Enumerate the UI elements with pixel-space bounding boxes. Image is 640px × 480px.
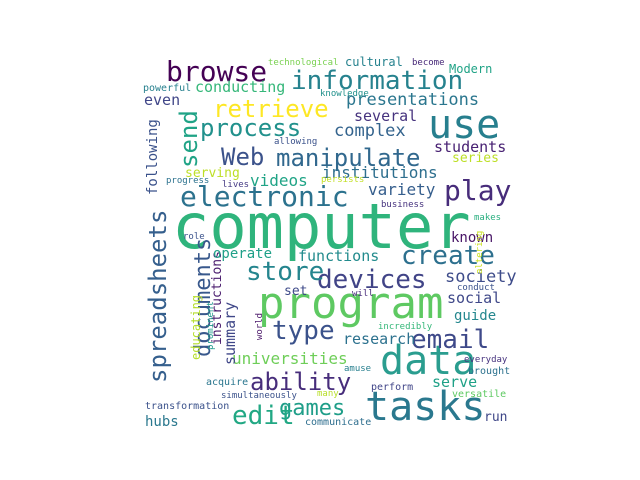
word-run: run <box>484 410 507 425</box>
word-become: become <box>412 58 445 68</box>
word-world: world <box>255 313 265 340</box>
word-retrieve: retrieve <box>213 95 329 123</box>
word-several: several <box>354 107 417 125</box>
word-conduct: conduct <box>457 283 495 293</box>
word-computer: computer <box>172 190 471 263</box>
word-known: known <box>451 230 493 246</box>
word-spreadsheets: spreadsheets <box>144 210 172 383</box>
word-even: even <box>144 91 180 109</box>
word-videos: videos <box>250 171 308 190</box>
word-data: data <box>380 338 476 384</box>
word-tasks: tasks <box>365 384 485 430</box>
word-use: use <box>428 102 500 148</box>
word-communicate: communicate <box>305 417 371 428</box>
word-create: create <box>401 241 495 271</box>
word-manipulate: manipulate <box>276 144 421 172</box>
word-prominent: prominent <box>206 301 216 350</box>
word-incredibly: incredibly <box>378 322 433 332</box>
word-send: send <box>175 110 203 168</box>
word-information: information <box>291 66 463 96</box>
word-store: store <box>246 257 324 287</box>
word-documents: documents <box>191 238 216 357</box>
word-research: research <box>343 330 415 348</box>
word-devices: devices <box>317 265 427 295</box>
word-operate: operate <box>213 246 272 262</box>
word-edit: edit <box>232 401 295 431</box>
word-guide: guide <box>454 308 496 324</box>
word-everyday: everyday <box>464 355 508 365</box>
word-variety: variety <box>368 180 436 199</box>
word-technological: technological <box>268 58 338 68</box>
word-versatile: versatile <box>452 389 506 400</box>
word-society: society <box>445 267 517 287</box>
word-students: students <box>434 138 506 156</box>
word-process: process <box>200 114 301 142</box>
word-transformation: transformation <box>145 401 229 412</box>
word-type: type <box>272 316 335 346</box>
word-presentations: presentations <box>346 90 479 110</box>
word-web: Web <box>221 143 264 171</box>
word-serving: serving <box>185 166 240 181</box>
word-browse: browse <box>166 55 267 88</box>
word-electronic: electronic <box>180 180 349 213</box>
word-educating: educating <box>189 295 203 360</box>
word-games: games <box>279 396 345 421</box>
word-role: role <box>183 232 205 242</box>
word-complex: complex <box>334 121 406 141</box>
word-simultaneously: simultaneously <box>221 391 297 401</box>
word-perform: perform <box>371 382 413 393</box>
word-lives: lives <box>222 180 249 190</box>
word-universities: universities <box>232 349 348 368</box>
word-altering: altering <box>475 231 485 274</box>
word-modern: Modern <box>449 62 492 76</box>
word-progress: progress <box>166 176 209 186</box>
word-following: following <box>145 119 161 195</box>
word-cultural: cultural <box>345 55 403 69</box>
word-summary: summary <box>221 302 239 365</box>
word-powerful: powerful <box>143 83 191 94</box>
word-acquire: acquire <box>206 377 248 388</box>
word-hubs: hubs <box>145 414 179 430</box>
word-makes: makes <box>474 213 501 223</box>
word-knowledge: knowledge <box>320 89 369 99</box>
word-series: series <box>452 151 499 166</box>
word-social: social <box>447 289 501 307</box>
word-serve: serve <box>432 373 477 391</box>
word-brought: brought <box>468 366 510 377</box>
word-persists: persists <box>321 175 364 185</box>
word-instructions: instructions <box>210 251 225 345</box>
word-play: play <box>444 174 511 207</box>
word-functions: functions <box>298 247 379 265</box>
word-amuse: amuse <box>344 364 371 374</box>
word-set: set <box>284 284 307 299</box>
word-business: business <box>381 200 424 210</box>
word-will: will <box>352 289 374 299</box>
word-email: email <box>411 325 489 355</box>
word-institutions: institutions <box>322 163 438 182</box>
word-many: many <box>317 389 339 399</box>
word-allowing: allowing <box>274 137 317 147</box>
word-ability: ability <box>250 368 351 396</box>
word-conducting: conducting <box>195 78 285 96</box>
word-program: program <box>258 278 443 329</box>
